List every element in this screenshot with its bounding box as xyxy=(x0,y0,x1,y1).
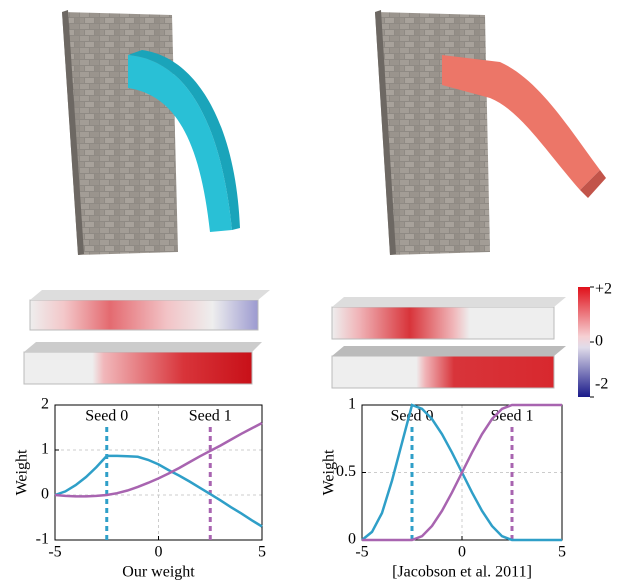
x-tick-label: 5 xyxy=(258,544,266,561)
y-axis-label: Weight xyxy=(321,449,338,495)
seed-label: Seed 0 xyxy=(390,408,433,425)
colorbar xyxy=(578,287,590,397)
y-tick-label: 0 xyxy=(348,531,356,548)
plot-frame xyxy=(361,404,563,541)
render-right xyxy=(375,10,606,255)
y-tick-label: 1 xyxy=(41,441,49,458)
colorbar-tick-label: +2 xyxy=(595,281,612,298)
seed-label: Seed 1 xyxy=(490,408,533,425)
x-axis-label: [Jacobson et al. 2011] xyxy=(392,564,532,581)
render-left xyxy=(62,10,240,255)
x-tick-label: 5 xyxy=(558,544,566,561)
bars-right xyxy=(331,297,566,389)
x-tick-label: -5 xyxy=(48,544,61,561)
series-line xyxy=(54,421,263,498)
y-tick-label: 1 xyxy=(348,396,356,413)
y-tick-label: 0.5 xyxy=(336,463,356,480)
series-line xyxy=(54,454,263,528)
plot-frame xyxy=(54,404,263,541)
y-axis-label: Weight xyxy=(14,449,31,495)
x-tick-label: 0 xyxy=(155,544,163,561)
y-tick-label: 0 xyxy=(41,486,49,503)
y-tick-label: 2 xyxy=(41,396,49,413)
y-tick-label: -1 xyxy=(36,531,49,548)
x-tick-label: 0 xyxy=(458,544,466,561)
colorbar-tick-label: 0 xyxy=(595,333,603,350)
seed-label: Seed 0 xyxy=(85,408,128,425)
seed-label: Seed 1 xyxy=(189,408,232,425)
bars-left xyxy=(23,290,270,385)
x-axis-label: Our weight xyxy=(122,564,195,581)
series-line xyxy=(362,403,562,542)
colorbar-tick-label: -2 xyxy=(595,376,608,393)
x-tick-label: -5 xyxy=(355,544,368,561)
